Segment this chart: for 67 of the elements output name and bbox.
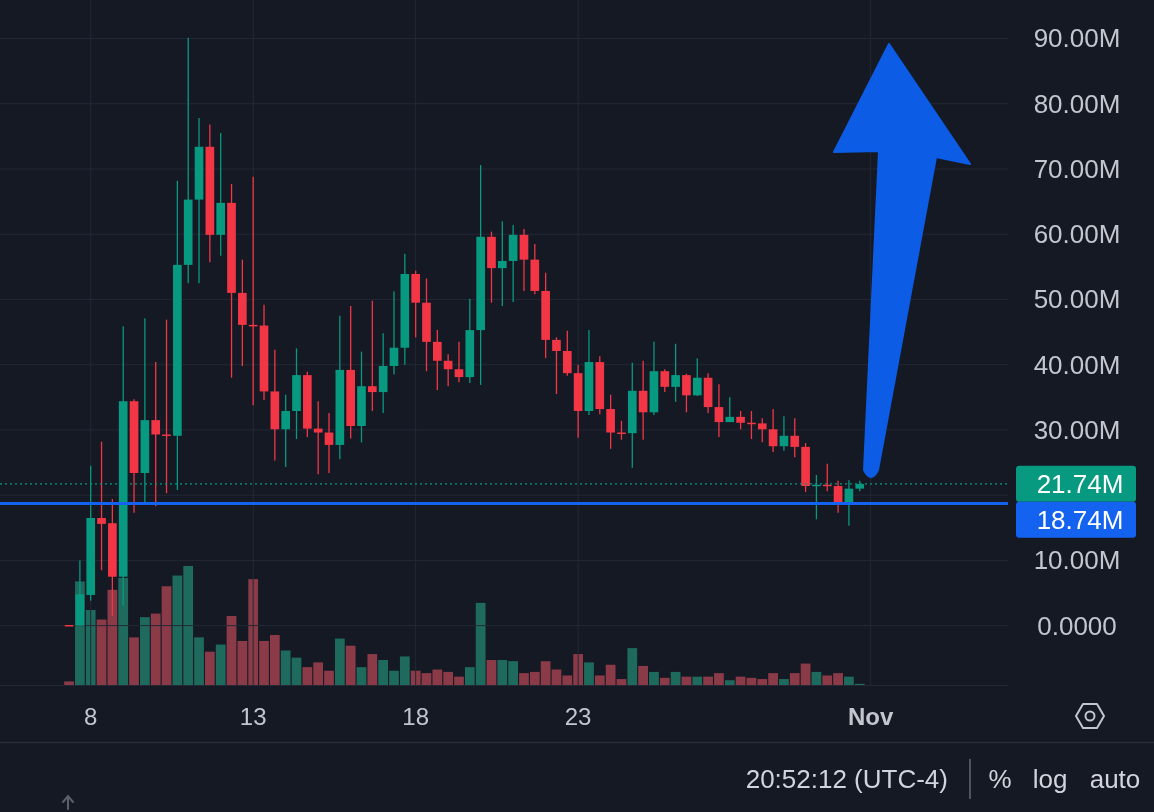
bar	[692, 676, 703, 685]
y-tick-label: 40.00M	[1033, 349, 1121, 380]
candlestick	[660, 368, 670, 393]
ref-line-label: 18.74M	[1036, 504, 1124, 535]
y-tick-label: 90.00M	[1033, 23, 1121, 54]
candlestick	[313, 400, 323, 475]
text: %	[988, 764, 1012, 794]
x-tick-label: 8	[84, 702, 98, 730]
bar	[215, 644, 226, 685]
y-tick-label: 50.00M	[1033, 284, 1121, 315]
candlestick	[638, 360, 648, 441]
candlestick	[324, 412, 334, 474]
candlestick	[162, 319, 171, 494]
candlestick	[682, 373, 691, 413]
candlestick	[389, 290, 399, 376]
bar	[627, 648, 638, 685]
y-tick-label: 30.00M	[1033, 414, 1121, 445]
candlestick	[736, 410, 745, 430]
bar	[356, 667, 367, 685]
bar	[129, 637, 139, 685]
candlestick	[151, 361, 161, 507]
bar	[96, 619, 107, 685]
bar	[140, 617, 150, 685]
candlestick	[671, 343, 680, 403]
x-tick-label: 18	[402, 702, 430, 730]
candlestick	[562, 330, 572, 377]
bar	[638, 665, 648, 685]
candlestick	[692, 357, 702, 397]
y-tick-label: 70.00M	[1033, 153, 1121, 184]
bar	[345, 645, 356, 685]
candlestick	[725, 396, 735, 423]
candlestick	[606, 394, 615, 450]
y-tick-label: 10.00M	[1033, 545, 1121, 576]
x-tick-label: Nov	[847, 702, 894, 730]
candlestick	[97, 441, 106, 571]
bar	[659, 677, 670, 685]
bar	[367, 654, 378, 685]
x-tick-label: 13	[239, 702, 267, 730]
bar	[724, 680, 735, 685]
candlestick	[281, 394, 291, 468]
bar	[204, 651, 215, 685]
text: log	[1032, 764, 1068, 794]
bar	[486, 660, 497, 685]
bar	[334, 638, 345, 685]
bar	[670, 671, 681, 685]
x-tick-label: 23	[564, 702, 592, 730]
candlestick	[768, 408, 778, 453]
y-tick-label: 60.00M	[1033, 219, 1121, 250]
y-tick-label: 80.00M	[1033, 88, 1121, 119]
bar	[584, 662, 594, 685]
candlestick	[454, 341, 464, 383]
text: 20:52:12 (UTC-4)	[745, 764, 948, 794]
candlestick	[757, 417, 767, 443]
candlestick	[714, 383, 724, 438]
bar	[616, 679, 627, 685]
bar	[811, 671, 822, 685]
bar	[779, 679, 789, 685]
y-tick-label: 0.0000	[1037, 610, 1117, 641]
candlestick	[790, 417, 800, 458]
candlestick	[368, 300, 377, 412]
bar	[64, 681, 74, 685]
candlestick	[497, 220, 507, 307]
candlestick	[552, 336, 561, 395]
bar	[649, 671, 659, 685]
text: auto	[1089, 764, 1141, 794]
candlestick	[432, 329, 442, 391]
ref-line-label: 21.74M	[1036, 468, 1124, 499]
